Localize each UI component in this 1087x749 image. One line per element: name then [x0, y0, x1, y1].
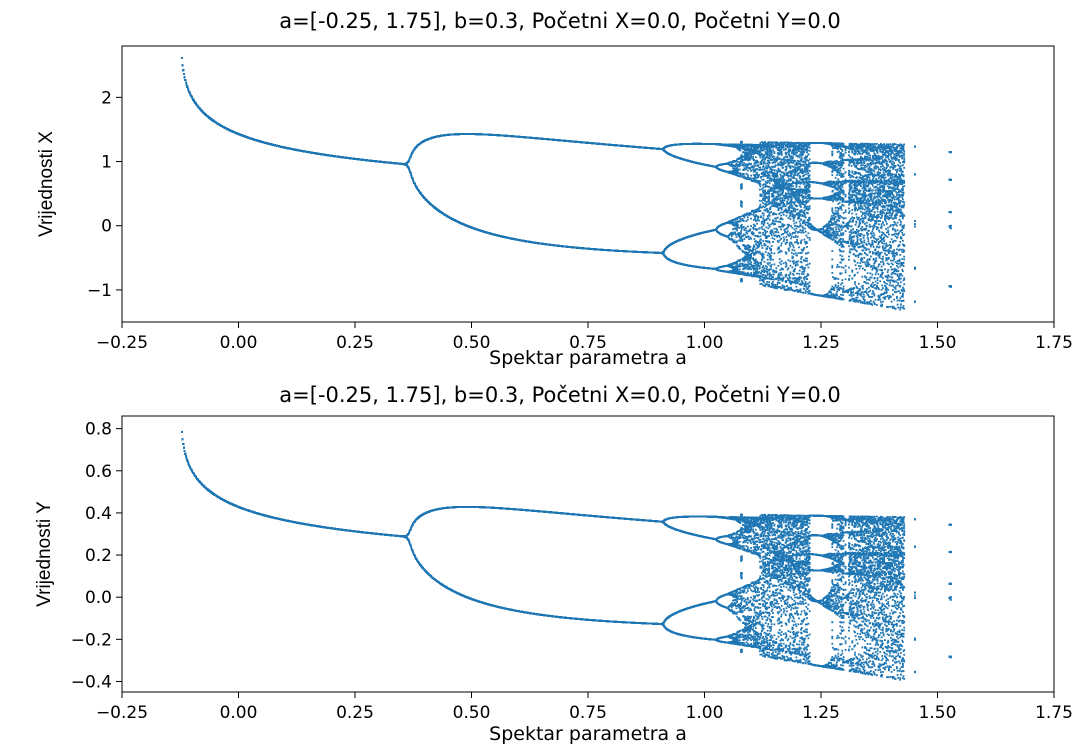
- scatter-point: [184, 76, 186, 78]
- chart-title: a=[-0.25, 1.75], b=0.3, Početni X=0.0, P…: [279, 9, 840, 33]
- scatter-point: [181, 57, 183, 59]
- scatter-point: [182, 64, 184, 66]
- plot-area: [122, 46, 1054, 322]
- chart-x-values: a=[-0.25, 1.75], b=0.3, Početni X=0.0, P…: [36, 9, 1073, 369]
- scatter-point: [185, 82, 187, 84]
- scatter-point: [184, 79, 186, 81]
- scatter-point: [188, 89, 190, 91]
- scatter-points: [181, 57, 952, 310]
- scatter-point: [186, 84, 188, 86]
- scatter-point: [186, 86, 188, 88]
- scatter-point: [182, 69, 184, 71]
- scatter-point: [183, 73, 185, 75]
- scatter-point: [187, 88, 189, 90]
